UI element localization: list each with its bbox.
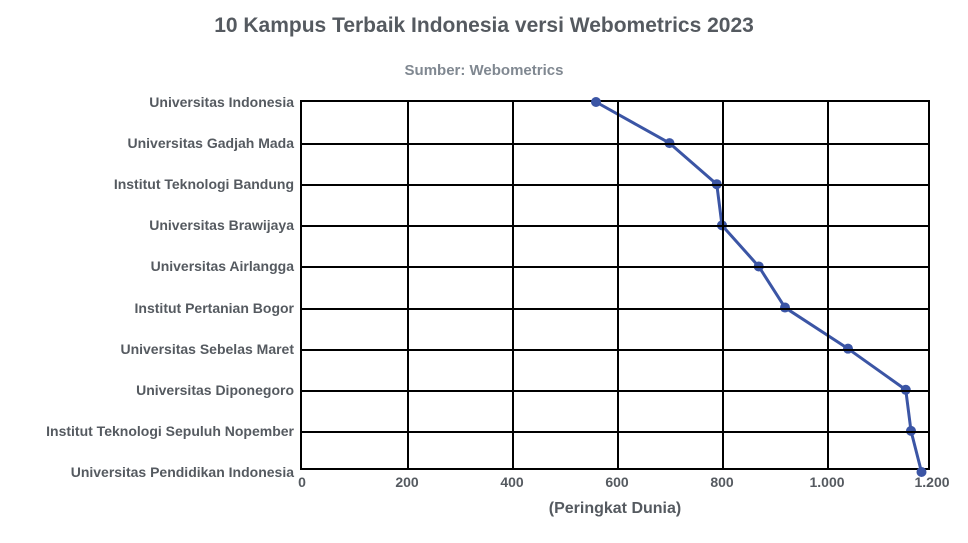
y-gridline <box>302 266 928 268</box>
x-gridline <box>722 102 724 468</box>
x-tick-label: 1.000 <box>809 474 844 490</box>
series-line <box>596 102 922 472</box>
y-tick-label: Universitas Sebelas Maret <box>120 341 294 357</box>
y-gridline <box>302 390 928 392</box>
x-gridline <box>827 102 829 468</box>
x-tick-label: 400 <box>500 474 523 490</box>
y-gridline <box>302 143 928 145</box>
y-tick-label: Universitas Diponegoro <box>136 382 294 398</box>
x-gridline <box>407 102 409 468</box>
chart-title: 10 Kampus Terbaik Indonesia versi Webome… <box>0 14 968 38</box>
y-tick-label: Universitas Gadjah Mada <box>127 135 294 151</box>
x-axis-label: (Peringkat Dunia) <box>300 500 930 518</box>
y-tick-label: Universitas Airlangga <box>151 258 294 274</box>
y-gridline <box>302 184 928 186</box>
x-gridline <box>617 102 619 468</box>
y-gridline <box>302 225 928 227</box>
chart-subtitle: Sumber: Webometrics <box>0 62 968 79</box>
x-tick-label: 200 <box>395 474 418 490</box>
x-tick-label: 800 <box>710 474 733 490</box>
y-tick-label: Institut Teknologi Bandung <box>114 176 294 192</box>
x-tick-label: 600 <box>605 474 628 490</box>
y-tick-label: Universitas Pendidikan Indonesia <box>71 464 294 480</box>
y-tick-label: Universitas Indonesia <box>149 94 294 110</box>
plot-area: 02004006008001.0001.200Universitas Indon… <box>300 100 930 470</box>
x-tick-label: 1.200 <box>914 474 949 490</box>
y-gridline <box>302 349 928 351</box>
y-tick-label: Institut Pertanian Bogor <box>135 300 294 316</box>
y-tick-label: Universitas Brawijaya <box>149 217 294 233</box>
x-gridline <box>512 102 514 468</box>
y-gridline <box>302 431 928 433</box>
chart-container: 10 Kampus Terbaik Indonesia versi Webome… <box>0 0 968 543</box>
y-gridline <box>302 308 928 310</box>
y-tick-label: Institut Teknologi Sepuluh Nopember <box>46 423 294 439</box>
x-tick-label: 0 <box>298 474 306 490</box>
data-point <box>591 97 601 107</box>
